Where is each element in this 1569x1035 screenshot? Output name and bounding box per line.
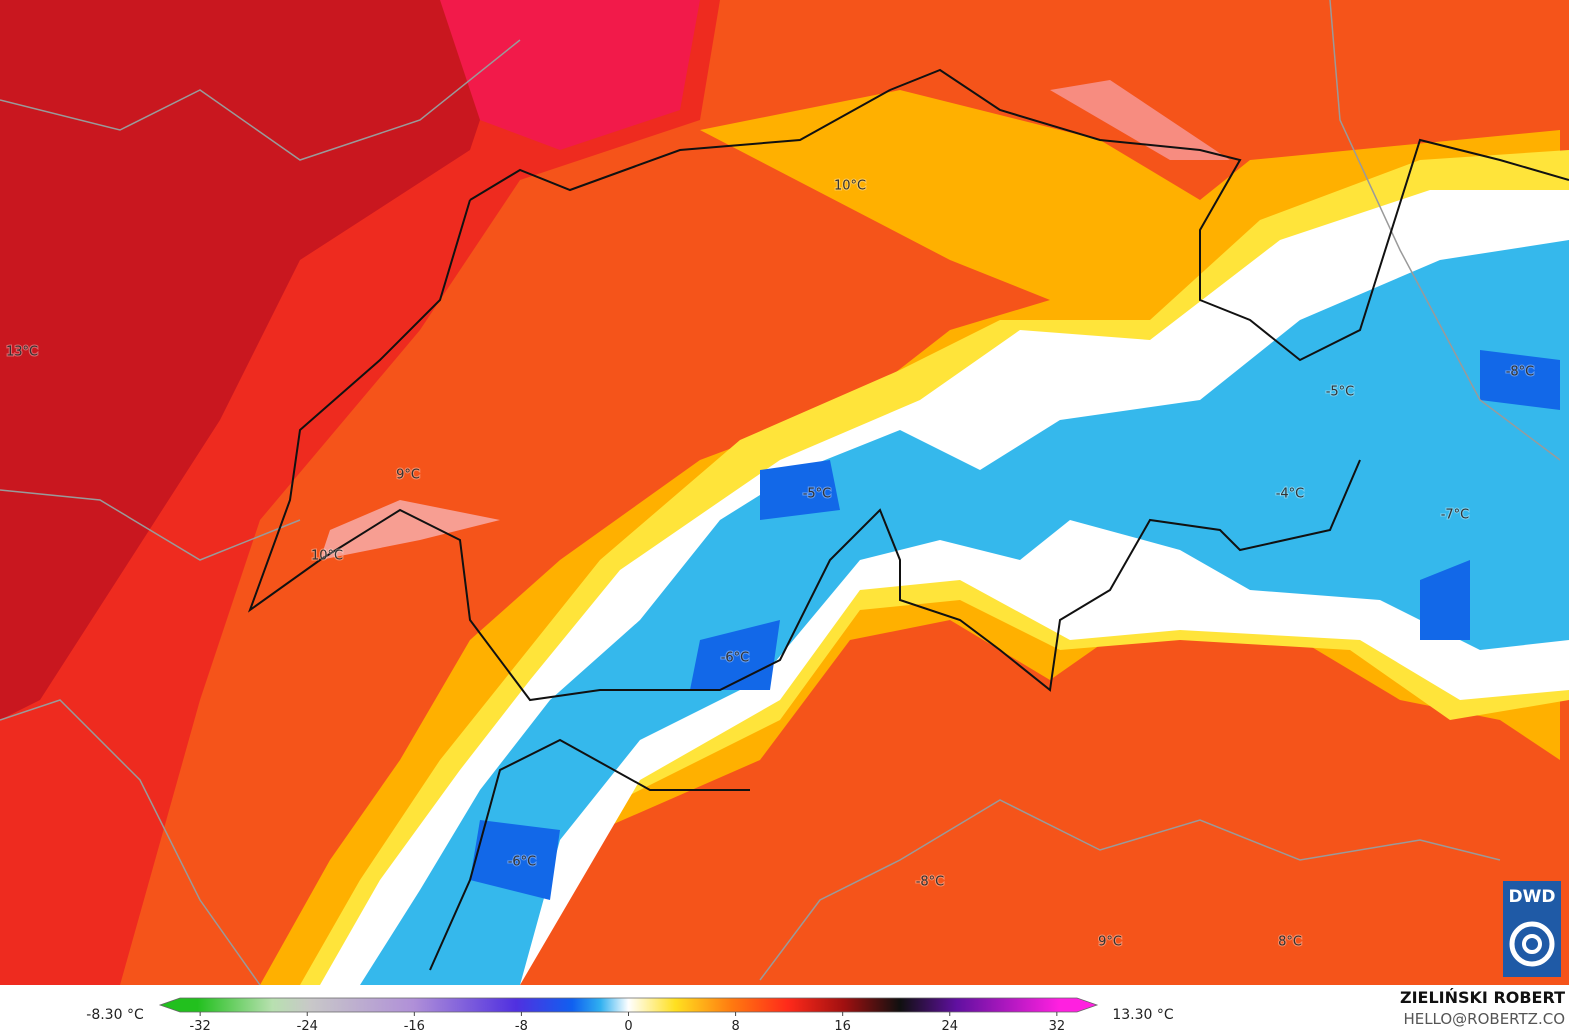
colorbar-min-label: -8.30 °C: [86, 1007, 144, 1023]
temperature-label: -5°C: [1326, 385, 1355, 400]
temperature-label: -6°C: [508, 855, 537, 870]
logo-text: DWD: [1509, 887, 1556, 907]
dwd-logo: DWD: [1503, 881, 1561, 977]
colorbar-tick-label: -24: [297, 1019, 318, 1034]
temperature-label: -4°C: [1276, 487, 1305, 502]
temperature-labels: 10°C 13°C 9°C 10°C -5°C -6°C -6°C -8°C 9…: [5, 178, 1535, 951]
temperature-label: -8°C: [916, 875, 945, 890]
temperature-label: 9°C: [1098, 935, 1122, 950]
temperature-field: [0, 0, 1569, 985]
colorbar-tick-label: 0: [624, 1019, 632, 1034]
colorbar-tick-label: 32: [1049, 1019, 1066, 1034]
colorbar-tick-label: 8: [731, 1019, 739, 1034]
temperature-label: 13°C: [6, 345, 38, 360]
colorbar-tick-label: -16: [404, 1019, 425, 1034]
borders: [0, 0, 1569, 986]
colorbar-max-label: 13.30 °C: [1112, 1007, 1174, 1023]
colorbar: -8.30 °C 13.30 °C -32 -24 -16 -8 0 8 16 24 32: [86, 997, 1174, 1034]
temperature-label: -8°C: [1506, 365, 1535, 380]
temperature-label: -7°C: [1441, 508, 1470, 523]
contact: HELLO@ROBERTZ.CO: [1403, 1010, 1565, 1028]
temperature-label: -6°C: [721, 651, 750, 666]
colorbar-tick-label: 16: [834, 1019, 851, 1034]
colorbar-tick-label: -32: [190, 1019, 211, 1034]
colorbar-tick-label: -8: [515, 1019, 528, 1034]
colorbar-tick-label: 24: [941, 1019, 958, 1034]
temperature-label: 10°C: [311, 549, 343, 564]
temperature-label: 8°C: [1278, 935, 1302, 950]
temperature-label: 10°C: [834, 179, 866, 194]
temperature-label: 9°C: [396, 468, 420, 483]
author: ZIELIŃSKI ROBERT: [1400, 988, 1565, 1007]
temperature-label: -5°C: [803, 487, 832, 502]
